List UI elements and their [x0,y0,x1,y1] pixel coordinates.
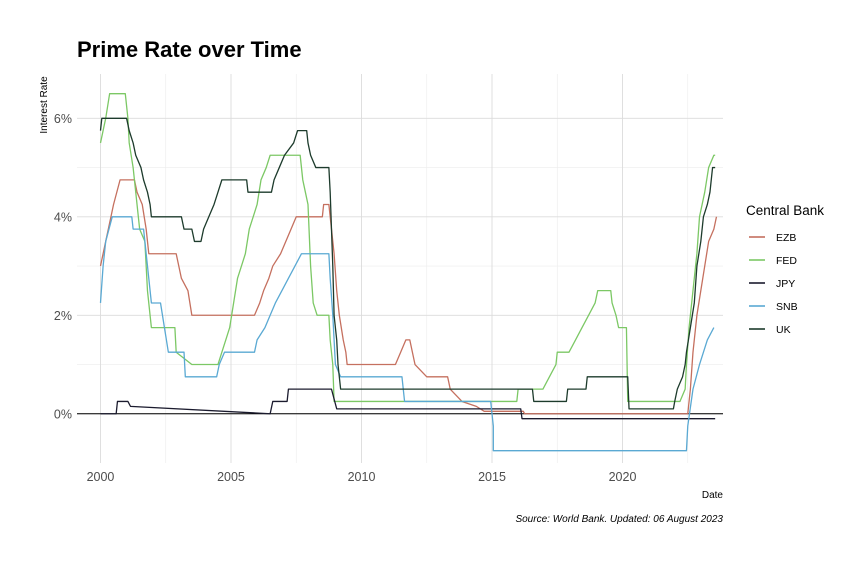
series-line-ezb [99,179,718,415]
series-line-jpy [100,388,716,420]
x-tick-label: 2020 [609,470,637,484]
legend: Central Bank EZB FED JPY SNB UK [746,203,824,336]
y-tick-label: 2% [54,309,72,323]
legend-label-fed: FED [776,255,797,267]
legend-label-ezb: EZB [776,232,796,244]
legend-label-snb: SNB [776,301,798,313]
series-line-snb [99,216,715,452]
y-tick-label: 4% [54,210,72,224]
legend-label-jpy: JPY [776,278,795,290]
legend-title: Central Bank [746,203,824,218]
y-axis-title: Interest Rate [39,76,50,134]
series-group [99,93,718,452]
chart-caption: Source: World Bank. Updated: 06 August 2… [515,514,723,525]
series-line-fed [99,93,716,403]
series-line-uk [99,117,716,410]
grid [77,74,723,463]
x-tick-label: 2000 [87,470,115,484]
chart-title: Prime Rate over Time [77,37,302,62]
legend-label-uk: UK [776,324,791,336]
x-tick-label: 2005 [217,470,245,484]
x-axis-title: Date [702,490,724,501]
y-tick-label: 0% [54,407,72,421]
tick-labels: 2000 2005 2010 2015 2020 0% 2% 4% 6% [54,112,637,484]
x-tick-label: 2010 [348,470,376,484]
y-tick-label: 6% [54,112,72,126]
x-tick-label: 2015 [478,470,506,484]
